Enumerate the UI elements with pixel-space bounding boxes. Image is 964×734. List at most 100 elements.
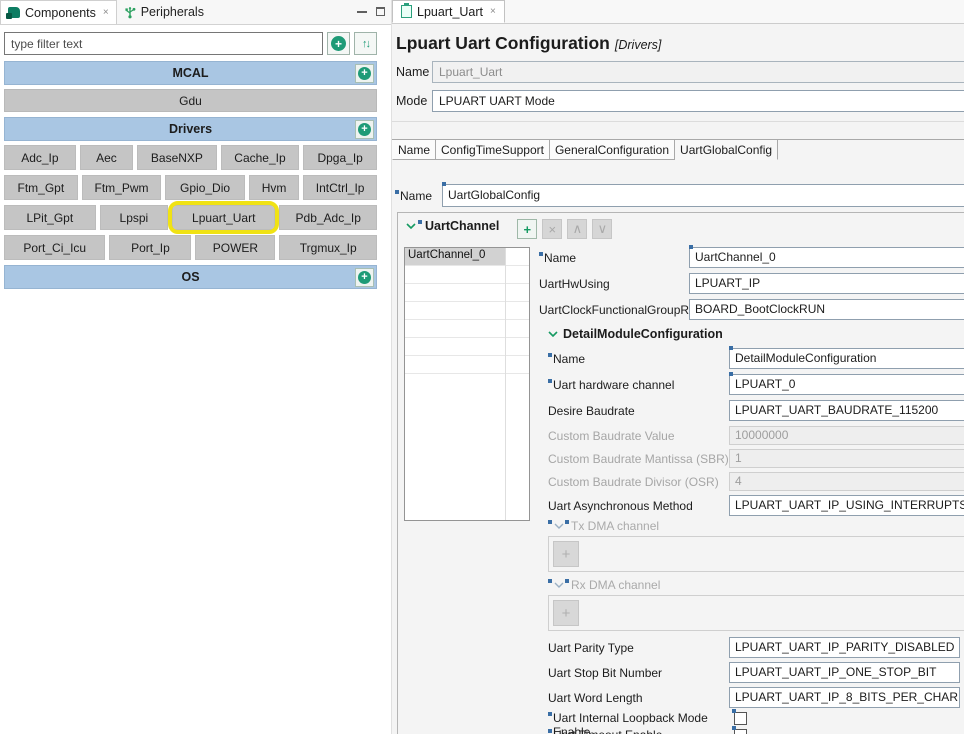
name-input[interactable]: UartChannel_0 [689,245,964,268]
tab-configtimesupport[interactable]: ConfigTimeSupport [436,140,550,160]
tab-uartglobalconfig[interactable]: UartGlobalConfig [675,140,779,160]
panel-window-controls [357,7,385,16]
component-button[interactable]: Lpspi [99,205,169,230]
tab-peripherals-label: Peripherals [140,5,204,19]
mode-label: Mode [396,94,428,108]
baudrate-input[interactable]: LPUART_UART_BAUDRATE_115200 [729,400,964,421]
field-row-custom-divisor: Custom Baudrate Divisor (OSR) 4 [548,472,964,491]
component-button[interactable]: IntCtrl_Ip [303,175,377,200]
timeout-checkbox[interactable] [732,726,747,734]
hw-channel-input[interactable]: LPUART_0 [729,372,964,395]
field-row-clockref: UartClockFunctionalGroupRef BOARD_BootCl… [539,299,964,320]
component-button[interactable]: Ftm_Pwm [81,175,162,200]
loopback-checkbox[interactable] [732,709,747,725]
component-button[interactable]: BaseNXP [137,145,217,170]
component-button[interactable]: Pdb_Adc_Ip [279,205,378,230]
os-add-button[interactable]: + [355,268,374,287]
tx-dma-label: Tx DMA channel [571,519,660,533]
group-header-os[interactable]: OS + [4,265,377,289]
chevron-down-icon[interactable] [554,523,564,530]
custom-divisor-input: 4 [729,472,964,491]
name-field: Lpuart_Uart [432,61,964,83]
tab-components-label: Components [25,5,96,20]
field-row-name: Name UartChannel_0 [539,245,964,268]
tab-generalconfiguration[interactable]: GeneralConfiguration [549,140,676,160]
async-method-input[interactable]: LPUART_UART_IP_USING_INTERRUPTS [729,495,964,516]
attribute-marker [548,378,552,383]
uartglobalconfig-name-row: Name UartGlobalConfig [395,182,964,207]
component-button[interactable]: Port_Ip [109,235,192,260]
tab-name[interactable]: Name [392,140,437,160]
field-label: Uart hardware channel [553,377,675,392]
editor-tab-lpuart-uart[interactable]: Lpuart_Uart × [392,0,505,23]
rx-dma-box: + [548,595,964,631]
group-header-mcal[interactable]: MCAL + [4,61,377,85]
chevron-down-icon[interactable] [548,330,558,338]
uarthwusing-input[interactable]: LPUART_IP [689,273,964,294]
plus-circle-icon: + [331,36,346,51]
component-button[interactable]: POWER [195,235,276,260]
component-button[interactable]: Aec [79,145,134,170]
uartchannel-group: UartChannel + × ∧ ∨ UartChannel_0 Name U… [397,212,964,734]
field-label: Custom Baudrate Mantissa (SBR) [548,451,729,466]
mode-field[interactable]: LPUART UART Mode [432,90,964,112]
close-icon[interactable]: × [102,7,109,18]
component-button[interactable]: Dpga_Ip [303,145,377,170]
usb-icon [125,7,136,19]
channel-list-rows [405,248,529,375]
field-label: Uart Timeout Enable [553,728,662,734]
attribute-marker [395,189,399,194]
attribute-marker [548,352,552,357]
rx-dma-add-button: + [553,600,579,626]
separator [392,121,964,122]
parity-input[interactable]: LPUART_UART_IP_PARITY_DISABLED [729,637,960,658]
word-length-input[interactable]: LPUART_UART_IP_8_BITS_PER_CHAR [729,687,960,708]
channel-remove-button[interactable]: × [542,219,563,239]
component-button[interactable]: Ftm_Gpt [4,175,78,200]
drivers-row-3: LPit_Gpt Lpspi Lpuart_Uart Pdb_Adc_Ip [4,201,378,234]
list-item-uartchannel-0[interactable]: UartChannel_0 [405,248,505,265]
filter-input[interactable] [4,32,323,55]
sort-button[interactable]: ↑↓ [354,32,377,55]
channel-add-button[interactable]: + [517,219,538,239]
component-button[interactable]: Port_Ci_Icu [4,235,106,260]
field-label: Desire Baudrate [548,403,635,418]
stop-bit-input[interactable]: LPUART_UART_IP_ONE_STOP_BIT [729,662,960,683]
channel-move-up-button[interactable]: ∧ [567,219,588,239]
chevron-down-icon[interactable] [406,223,416,230]
field-label: Custom Baudrate Value [548,428,675,443]
channel-list[interactable]: UartChannel_0 [404,247,530,521]
name-label: Name [396,65,430,79]
chevron-down-icon[interactable] [554,582,564,589]
components-panel: Components × Peripherals [0,0,392,734]
channel-move-down-button[interactable]: ∨ [592,219,613,239]
tab-peripherals[interactable]: Peripherals [117,0,211,24]
component-button[interactable]: Gpio_Dio [165,175,245,200]
minimize-icon[interactable] [357,10,367,13]
component-button[interactable]: Adc_Ip [4,145,76,170]
component-button[interactable]: Hvm [248,175,300,200]
component-button[interactable]: Cache_Ip [220,145,300,170]
detail-name-input[interactable]: DetailModuleConfiguration [729,346,964,369]
mcal-add-button[interactable]: + [355,64,374,83]
field-label: Uart Stop Bit Number [548,665,663,680]
drivers-row-4: Port_Ci_Icu Port_Ip POWER Trgmux_Ip [4,235,378,260]
form-name-label: Name [395,189,442,203]
component-button[interactable]: Trgmux_Ip [279,235,378,260]
tab-components[interactable]: Components × [0,0,117,24]
attribute-marker [565,579,569,583]
maximize-icon[interactable] [376,7,385,16]
field-row-custom-value: Custom Baudrate Value 10000000 [548,426,964,445]
drivers-add-button[interactable]: + [355,120,374,139]
close-icon[interactable]: × [490,6,496,17]
component-button-lpuart-uart-highlighted[interactable]: Lpuart_Uart [168,201,280,234]
group-header-drivers[interactable]: Drivers + [4,117,377,141]
component-button[interactable]: LPit_Gpt [4,205,96,230]
clockref-input[interactable]: BOARD_BootClockRUN [689,299,964,320]
add-component-button[interactable]: + [327,32,350,55]
field-label: Uart Asynchronous Method [548,498,693,513]
form-name-field[interactable]: UartGlobalConfig [442,182,964,207]
component-button-gdu[interactable]: Gdu [4,89,377,112]
page-title-suffix: [Drivers] [614,38,662,52]
